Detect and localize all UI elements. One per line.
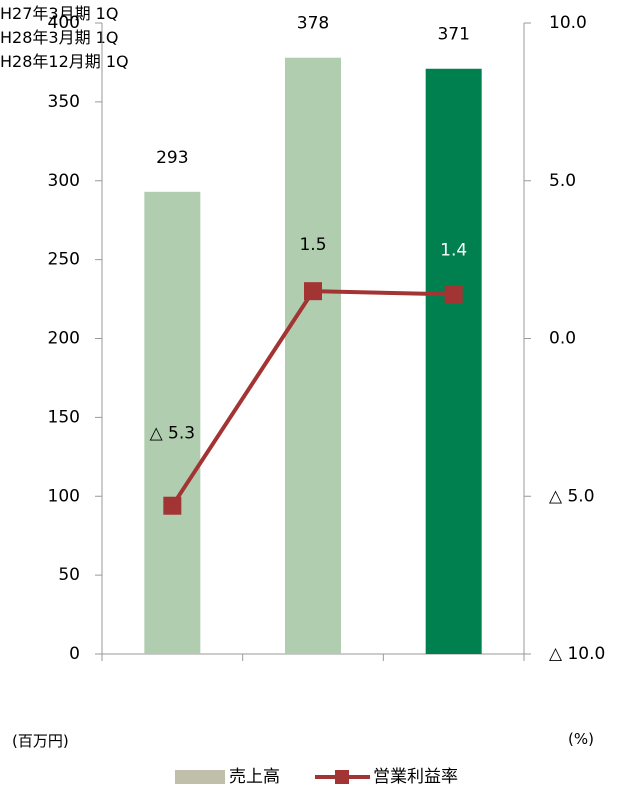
line-value-label: △ 5.3 bbox=[150, 424, 196, 444]
legend-swatch bbox=[175, 770, 225, 784]
line-value-label: 1.4 bbox=[440, 240, 467, 260]
bar-value-label: 293 bbox=[156, 148, 188, 168]
legend-marker bbox=[335, 770, 349, 784]
y2-tick-label: 10.0 bbox=[549, 13, 587, 33]
y-tick-label: 150 bbox=[48, 407, 80, 427]
y-tick-label: 0 bbox=[69, 644, 80, 664]
y-unit: (百万円) bbox=[12, 732, 69, 750]
y-tick-label: 50 bbox=[58, 565, 80, 585]
y-tick-label: 350 bbox=[48, 92, 80, 112]
y-tick-label: 100 bbox=[48, 486, 80, 506]
bar bbox=[144, 191, 201, 655]
y-tick-label: 400 bbox=[48, 13, 80, 33]
x-tick-label: H28年3月期 1Q bbox=[0, 28, 119, 47]
bar-value-label: 371 bbox=[437, 25, 469, 45]
y2-tick-label: △ 10.0 bbox=[549, 644, 605, 664]
y-tick-label: 250 bbox=[48, 250, 80, 270]
legend-label: 営業利益率 bbox=[373, 767, 458, 787]
bar-value-label: 378 bbox=[297, 14, 329, 34]
bar bbox=[425, 68, 482, 654]
y2-tick-label: 0.0 bbox=[549, 329, 576, 349]
x-tick-label: H28年12月期 1Q bbox=[0, 52, 129, 71]
y2-tick-label: △ 5.0 bbox=[549, 486, 595, 506]
y2-unit: (%) bbox=[568, 730, 594, 748]
y-tick-label: 200 bbox=[48, 329, 80, 349]
line-marker bbox=[444, 285, 463, 304]
x-tick-label: H27年3月期 1Q bbox=[0, 4, 119, 23]
line-marker bbox=[304, 282, 322, 301]
line-value-label: 1.5 bbox=[299, 235, 326, 255]
bar bbox=[285, 57, 341, 654]
legend-label: 売上高 bbox=[229, 767, 280, 787]
y-tick-label: 300 bbox=[48, 171, 80, 191]
line-marker bbox=[163, 496, 182, 515]
y2-tick-label: 5.0 bbox=[549, 171, 576, 191]
